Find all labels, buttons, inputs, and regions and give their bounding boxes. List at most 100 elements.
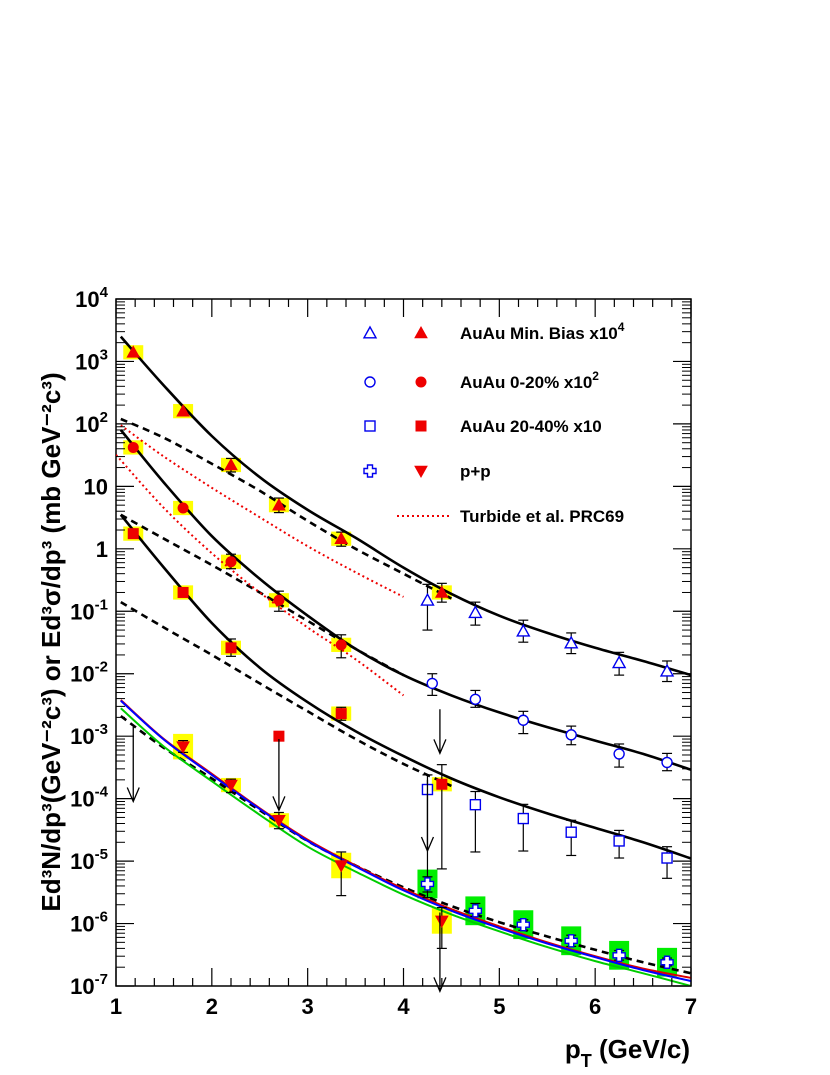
legend-marker-open-2 [364,420,376,432]
upper-limit-arrow-3 [433,709,447,756]
upper-limit-arrow-1 [272,739,286,812]
point-c2040_filled-1 [177,586,189,598]
point-c2040_open-4 [613,835,625,847]
point-pp_open-1 [468,904,483,918]
legend-marker-open-1 [364,376,376,388]
x-tick-label: 7 [685,994,697,1019]
point-c020_open-3 [565,729,577,741]
point-pp_open-5 [660,955,674,969]
y-tick-label: 103 [75,346,108,374]
curve-c2040_dashed [120,600,452,788]
x-tick-label: 1 [110,994,122,1019]
point-c2040_filled-0 [127,528,139,540]
legend-label-2: AuAu 20-40% x10 [460,417,602,436]
upper-limit-arrows [126,709,447,994]
legend-marker-filled-1 [415,376,427,388]
point-pp_open-4 [612,948,626,963]
y-tick-label: 10-3 [70,721,108,749]
upper-limit-arrow-0 [126,727,140,804]
legend: AuAu Min. Bias x104 AuAu 0-20% x102 AuAu 2… [362,320,625,526]
x-tick-label: 4 [397,994,410,1019]
upper-limit-arrow-4 [433,912,447,994]
y-tick-label: 10-2 [70,659,108,687]
point-pp_filled-4 [434,915,449,928]
legend-label-4: Turbide et al. PRC69 [460,507,624,526]
point-mb_filled-1 [176,404,190,417]
legend-entry-3: p+p [363,462,491,481]
y-axis-title: Ed³N/dp³(GeV⁻²c³) or Ed³σ/dp³ (mb GeV⁻²c… [36,372,66,911]
legend-entry-2: AuAu 20-40% x10 [364,417,602,436]
point-c020_filled-1 [177,502,189,514]
point-c2040_filled-4 [436,778,448,790]
x-tick-label: 3 [302,994,314,1019]
upper-limit-arrow-2 [420,779,435,853]
point-c020_open-1 [469,693,482,705]
y-tick-label: 10-4 [70,784,108,812]
y-tick-label: 1 [96,537,108,562]
point-mb_open-3 [564,635,579,649]
point-c2040_filled-3 [335,708,347,720]
curve-pp_blue [120,699,691,983]
point-mb_filled-2 [224,457,238,471]
point-c020_open-2 [517,714,529,726]
x-tick-label: 2 [206,994,218,1019]
point-c020_open-0 [426,677,438,690]
curve-c2040_fit [119,513,691,860]
x-tick-label: 5 [493,994,505,1019]
point-mb_open-4 [611,655,627,669]
curve-mb_dashed [120,417,452,600]
y-tick-label: 102 [75,409,108,437]
legend-label-3: p+p [460,462,491,481]
point-mb_filled-0 [126,345,141,358]
curve-pp_dashed [120,715,691,975]
point-c2040_open-3 [565,826,577,838]
legend-label-0: AuAu Min. Bias x104 [460,320,625,343]
point-mb_filled-3 [272,498,286,511]
point-c020_open-4 [613,748,625,760]
point-c020_filled-0 [127,441,139,453]
y-tick-label: 10 [84,474,108,499]
point-c020_filled-4 [335,639,347,651]
systematic-boxes [123,345,678,977]
legend-entry-1: AuAu 0-20% x102 [364,369,599,392]
point-c2040_open-5 [661,852,673,864]
plot-frame [115,298,692,987]
point-pp_filled-2 [272,814,286,828]
point-c2040_filled-2 [225,642,237,654]
curve-pp_red [120,699,691,979]
point-pp_open-0 [420,877,435,891]
axes: 1 2 3 4 5 6 7 10-7 10-6 10-5 10-4 10-3 10-2 10-1 1 10 10… [70,284,697,1019]
point-mb_open-5 [659,663,675,677]
point-mb_filled-5 [434,585,449,598]
data-markers [126,345,675,969]
point-mb_open-1 [468,605,483,619]
legend-entry-4: Turbide et al. PRC69 [397,507,624,526]
point-c2040_open-2 [517,812,529,825]
x-axis-title: pT (GeV/c) [565,1034,690,1071]
point-mb_open-0 [420,592,435,606]
legend-marker-open-0 [362,325,378,339]
y-tick-label: 10-1 [70,596,108,624]
point-mb_open-2 [516,623,531,637]
curve-turbide_c020 [116,454,405,697]
legend-marker-open-3 [363,464,377,478]
legend-entry-0: AuAu Min. Bias x104 [362,320,625,343]
curve-c020_dashed [120,513,405,677]
point-c2040_open-1 [469,798,482,811]
model-curves [116,335,691,986]
x-tick-label: 6 [589,994,601,1019]
point-mb_filled-4 [334,531,349,545]
curve-turbide_mb [120,424,404,598]
legend-marker-filled-0 [414,325,428,339]
point-c020_open-5 [661,756,673,769]
curve-c020_fit [119,429,691,772]
point-pp_filled-3 [334,860,349,873]
y-tick-label: 10-5 [70,846,108,874]
curve-mb_fit [119,335,691,677]
legend-marker-filled-3 [414,465,428,479]
legend-label-1: AuAu 0-20% x102 [460,369,599,392]
point-pp_open-3 [564,934,578,948]
legend-marker-filled-2 [415,420,427,432]
point-pp_filled-1 [224,779,238,793]
